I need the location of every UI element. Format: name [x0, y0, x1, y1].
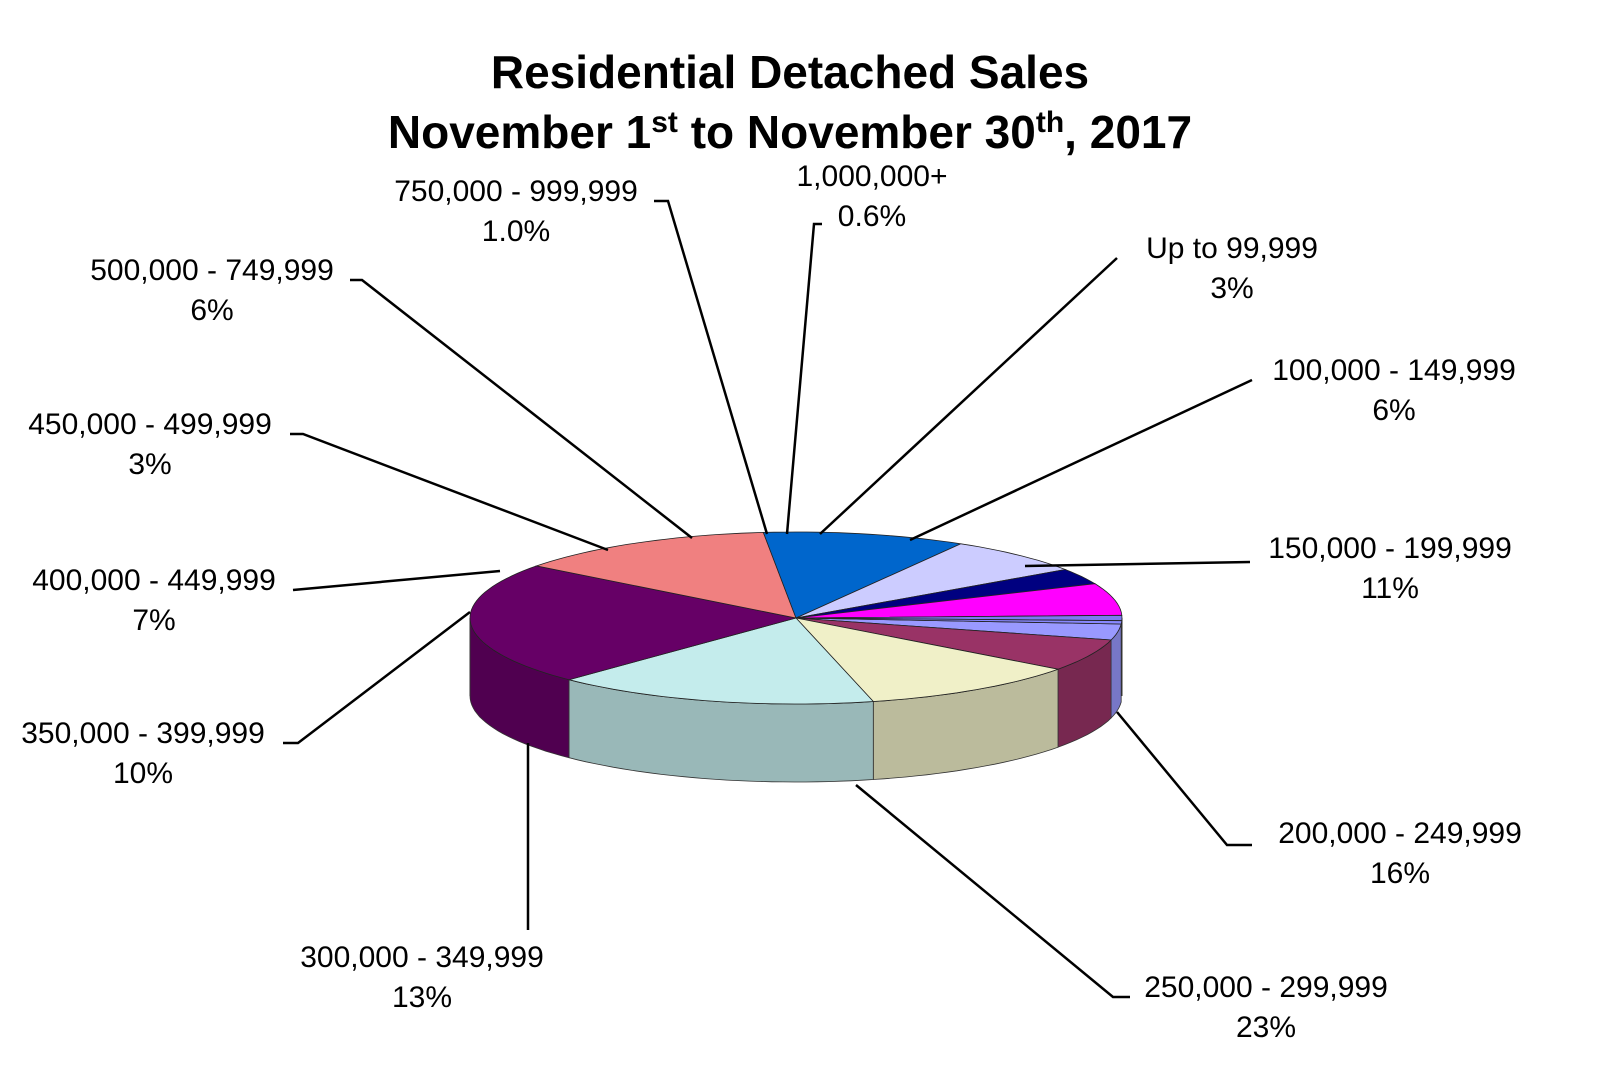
slice-label-8: 400,000 - 449,999: [32, 564, 276, 597]
pie-sides: [469, 617, 1123, 783]
slice-label-9: 450,000 - 499,999: [28, 408, 272, 441]
title-part-c: , 2017: [1064, 106, 1192, 158]
pie-slice-7: [762, 531, 963, 619]
slice-label-7: 350,000 - 399,999: [21, 717, 265, 750]
slice-percent-10: 6%: [190, 294, 233, 327]
pie-slice-12: [795, 617, 1123, 625]
slice-label-11: 750,000 - 999,999: [394, 175, 638, 208]
pie-slice-4: [567, 617, 875, 705]
slice-percent-7: 10%: [113, 757, 173, 790]
leader-line-11: [654, 199, 769, 535]
leader-line-10: [350, 278, 693, 539]
leader-line-7: [283, 611, 471, 745]
leader-line-8: [292, 569, 501, 592]
slice-label-10: 500,000 - 749,999: [90, 254, 334, 287]
slice-percent-8: 7%: [132, 604, 175, 637]
pie-slice-3: [794, 617, 1060, 702]
slice-percent-9: 3%: [128, 448, 171, 481]
pie-slice-5: [469, 565, 797, 681]
title-part-a: November 1: [388, 106, 651, 158]
slice-label-1: Up to 99,999: [1146, 232, 1318, 265]
leader-line-12: [785, 222, 822, 535]
chart-title-line1: Residential Detached Sales: [491, 46, 1089, 98]
pie-slice-2: [795, 617, 1113, 670]
pie-slice-9: [795, 569, 1097, 619]
leader-line-2: [909, 378, 1253, 542]
leader-line-3: [1024, 560, 1251, 568]
slice-label-12: 1,000,000+: [797, 160, 948, 193]
slice-percent-12: 0.6%: [838, 200, 906, 233]
slice-label-5: 250,000 - 299,999: [1144, 971, 1388, 1004]
chart-title-line2: November 1st to November 30th, 2017: [388, 106, 1192, 158]
pie-leaders: [283, 199, 1253, 999]
slice-percent-2: 6%: [1372, 394, 1415, 427]
pie-labels: Up to 99,999 3% 100,000 - 149,999 6% 150,000…: [21, 160, 1522, 1044]
slice-label-3: 150,000 - 199,999: [1268, 532, 1512, 565]
leader-line-5: [855, 784, 1130, 999]
pie-slice-6: [534, 531, 797, 619]
title-sup-1: st: [651, 106, 678, 139]
slice-percent-5: 23%: [1236, 1011, 1296, 1044]
slice-label-6: 300,000 - 349,999: [300, 941, 544, 974]
slice-percent-3: 11%: [1361, 572, 1419, 605]
leader-line-9: [290, 432, 609, 552]
pie-tops: [469, 531, 1123, 705]
pie-slice-10: [795, 583, 1123, 619]
title-part-b: to November 30: [678, 106, 1036, 158]
slice-percent-11: 1.0%: [482, 215, 550, 248]
leader-line-1: [819, 257, 1118, 535]
slice-label-2: 100,000 - 149,999: [1272, 354, 1516, 387]
title-sup-2: th: [1036, 106, 1064, 139]
slice-label-4: 200,000 - 249,999: [1278, 817, 1522, 850]
slice-percent-4: 16%: [1370, 857, 1430, 890]
slice-percent-6: 13%: [392, 981, 452, 1014]
slice-percent-1: 3%: [1210, 272, 1253, 305]
leader-line-4: [1116, 711, 1252, 847]
